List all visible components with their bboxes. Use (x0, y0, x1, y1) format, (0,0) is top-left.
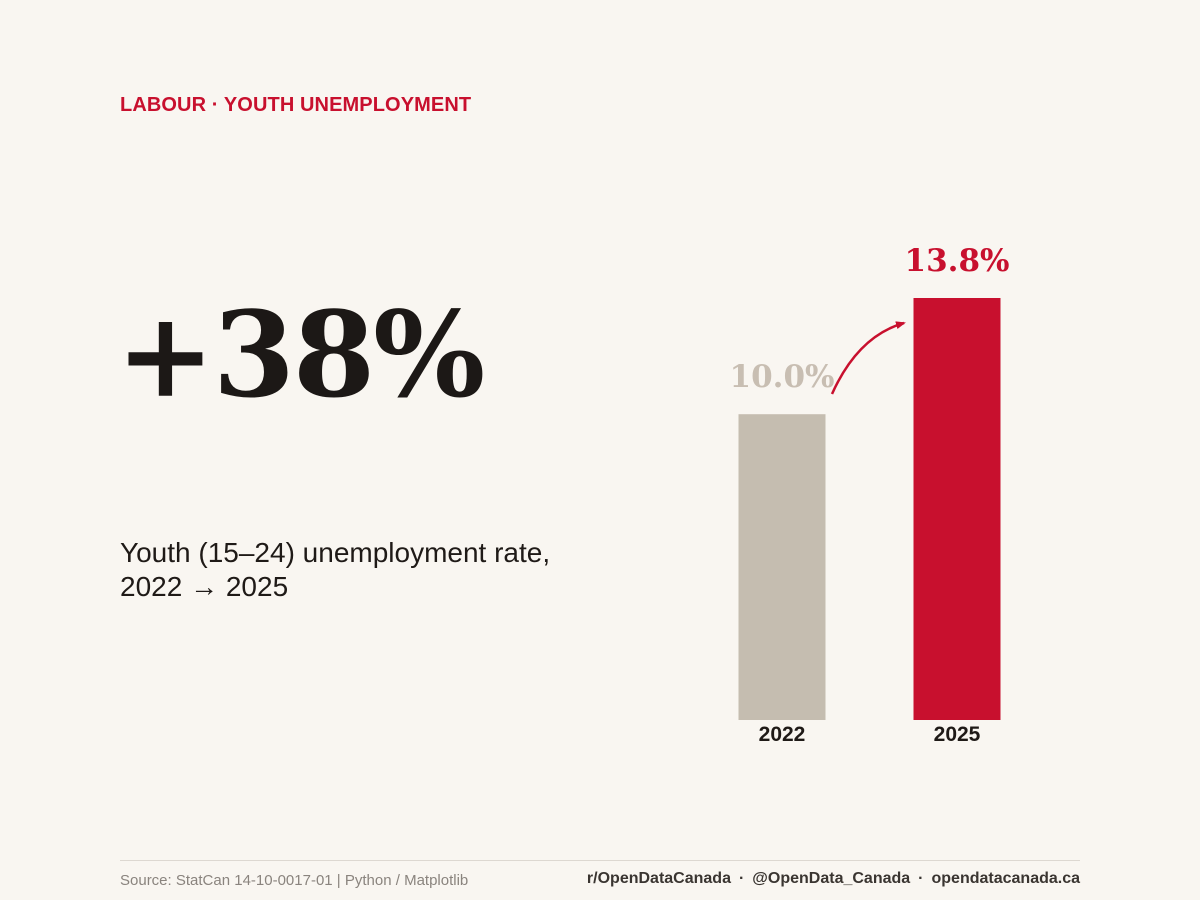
social-links: r/OpenDataCanada · @OpenData_Canada · openda… (587, 870, 1080, 888)
separator: · (918, 870, 924, 887)
growth-arrow (830, 321, 906, 395)
reddit-link[interactable]: r/OpenDataCanada (586, 870, 731, 887)
x-tick-label-2025: 2025 (934, 723, 981, 746)
bar-2022 (738, 414, 826, 720)
value-label-2025: 13.8% (905, 243, 1010, 279)
website-link[interactable]: opendatacanada.ca (931, 870, 1081, 887)
description-line-1: Youth (15–24) unemployment rate, (120, 537, 551, 568)
footer-divider (120, 860, 1080, 861)
bar-2025 (913, 298, 1001, 720)
description-line-2: 2022 → 2025 (120, 571, 289, 602)
section-kicker: LABOUR · YOUTH UNEMPLOYMENT (120, 94, 472, 116)
description: Youth (15–24) unemployment rate, 2022 → … (120, 536, 600, 604)
headline-change-value: +38% (116, 285, 485, 424)
twitter-handle-link[interactable]: @OpenData_Canada (752, 870, 911, 887)
x-tick-label-2022: 2022 (759, 723, 806, 746)
separator: · (738, 870, 745, 887)
value-label-2022: 10.0% (730, 359, 835, 395)
source-note: Source: StatCan 14-10-0017-01 | Python /… (120, 872, 469, 889)
